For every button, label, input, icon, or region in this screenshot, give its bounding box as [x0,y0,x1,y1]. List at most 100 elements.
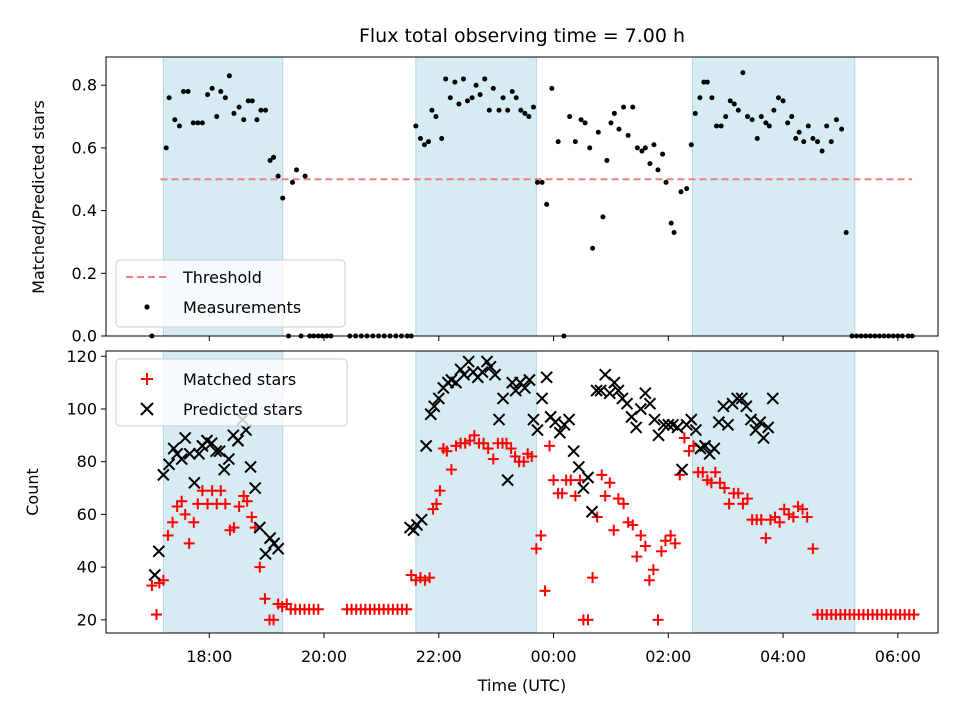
data-point [431,498,443,510]
cross-b [757,431,770,445]
data-point [643,397,657,410]
data-point [468,429,480,441]
data-point [608,524,620,536]
data-point [704,79,710,85]
data-point [505,107,511,113]
data-point [647,564,659,576]
series-measurements [149,70,915,339]
data-point [233,500,245,512]
data-point [253,521,266,534]
data-point [639,148,645,154]
data-point [740,400,753,413]
data-point [486,107,492,113]
data-point [655,545,667,557]
data-point [596,469,608,481]
data-point [745,114,751,120]
data-point [612,384,625,397]
cross-b [643,397,657,410]
data-point [443,76,449,82]
data-point [544,201,550,207]
data-point [484,360,497,374]
data-point [209,444,223,458]
y-tick-label: 120 [66,347,97,366]
data-point [908,609,920,621]
data-point [473,82,479,88]
data-point [758,114,764,120]
data-point [544,440,556,452]
data-point [293,167,299,173]
data-point [828,139,834,145]
data-point [697,95,703,101]
data-point [222,452,235,466]
data-point [428,400,441,413]
data-point [801,139,807,145]
cross-b [501,473,514,487]
data-point [582,120,588,126]
data-point [698,439,712,453]
data-point [655,167,661,173]
data-point [501,473,514,487]
x-tick-label: 00:00 [531,647,577,666]
data-point [659,535,671,547]
cross-b [445,373,458,387]
data-point [500,95,506,101]
cross-b [562,413,576,426]
cross-b [620,397,634,410]
data-point [488,368,502,381]
data-point [727,98,733,104]
data-point [775,95,781,101]
data-point [797,503,809,515]
data-point [236,104,242,110]
cross-b [175,452,188,466]
data-point [183,537,195,549]
data-point [289,179,295,185]
data-point [616,126,622,132]
data-point [678,189,684,195]
cross-b [222,452,235,466]
data-point [248,481,262,495]
cross-b [608,376,621,389]
data-point [810,136,816,142]
data-point [441,445,453,457]
data-point [639,386,652,400]
cross-b [567,444,580,458]
data-point [214,114,220,120]
data-point [630,104,636,110]
cross-b [712,415,726,429]
cross-b [200,434,214,447]
cross-b [415,513,428,526]
data-point [162,458,176,471]
data-point [671,421,684,434]
data-point [604,477,616,489]
x-tick-label: 20:00 [301,647,347,666]
data-point [801,511,813,523]
data-point [492,413,506,426]
cross-b [271,542,285,555]
data-point [651,142,657,148]
cross-b [419,439,433,453]
cross-b [744,413,758,426]
cross-b [671,421,684,434]
data-point [539,179,545,185]
data-point [209,85,215,91]
data-point [217,463,231,476]
legend-matched-marker [141,373,153,385]
data-point [421,142,427,148]
data-point [761,421,775,434]
data-point [496,392,510,405]
data-point [219,498,231,510]
data-point [185,88,191,94]
data-point [604,157,610,163]
cross-b [484,360,497,374]
data-point [793,136,799,142]
data-point [796,129,802,135]
data-point [753,415,767,429]
data-point [523,373,536,387]
data-point [639,540,651,552]
data-point [401,603,413,615]
data-point [429,107,435,113]
y-tick-label: 0.8 [72,76,97,95]
data-point [553,426,567,439]
data-point [526,450,538,462]
